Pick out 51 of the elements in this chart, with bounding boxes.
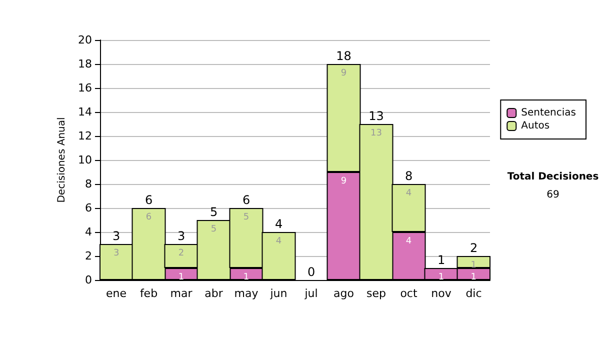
x-tick-label: nov	[431, 287, 452, 300]
legend-label: Sentencias	[521, 108, 576, 118]
y-tick-label: 18	[78, 58, 92, 70]
y-tick-label: 0	[85, 274, 92, 286]
y-tick-label: 10	[78, 154, 92, 166]
text: Total Decisiones	[507, 172, 599, 182]
total-label: 6	[242, 193, 250, 207]
total-label: 0	[307, 265, 316, 279]
x-tick-label: jul	[304, 287, 318, 300]
data-label: 4	[406, 188, 412, 198]
x-tick-label: feb	[140, 287, 158, 300]
total-label: 8	[404, 169, 413, 183]
y-tick-label: 16	[78, 82, 92, 94]
y-tick-label: 6	[85, 202, 92, 214]
total-label: 3	[177, 229, 186, 243]
x-tick-label: ene	[106, 287, 127, 300]
total-label: 5	[210, 205, 218, 219]
data-label: 9	[340, 176, 347, 186]
text: 69	[546, 190, 560, 200]
total-label: 1	[437, 253, 446, 267]
data-label: 13	[370, 128, 382, 138]
data-label: 3	[114, 248, 120, 258]
y-axis-title: Decisiones Anual	[56, 117, 68, 203]
x-tick-label: oct	[400, 287, 418, 300]
data-label: 2	[178, 248, 184, 258]
data-label: 5	[243, 212, 250, 222]
data-label: 4	[406, 236, 412, 246]
y-tick-label: 8	[85, 178, 92, 190]
x-tick-label: may	[234, 287, 259, 300]
total-label: 3	[112, 229, 120, 243]
data-label: 5	[210, 224, 217, 234]
data-label: 9	[340, 68, 347, 78]
total-label: 13	[368, 109, 384, 123]
total-label: 2	[470, 241, 478, 255]
data-label: 4	[276, 236, 282, 246]
x-tick-label: abr	[204, 287, 224, 300]
y-tick-label: 2	[85, 250, 92, 262]
x-tick-label: dic	[466, 287, 482, 300]
total-label: 18	[336, 49, 352, 63]
total-label: 6	[144, 193, 153, 207]
y-tick-label: 4	[85, 226, 92, 238]
legend-label: Autos	[521, 120, 550, 132]
y-tick-label: 20	[78, 34, 92, 46]
x-tick-label: mar	[170, 287, 193, 300]
x-tick-label: sep	[366, 287, 386, 300]
data-label: 6	[146, 212, 152, 222]
total-label: 4	[274, 217, 283, 231]
y-tick-label: 12	[78, 130, 92, 142]
x-tick-label: ago	[334, 287, 354, 300]
y-tick-label: 14	[78, 106, 92, 118]
x-tick-label: jun	[269, 287, 288, 300]
